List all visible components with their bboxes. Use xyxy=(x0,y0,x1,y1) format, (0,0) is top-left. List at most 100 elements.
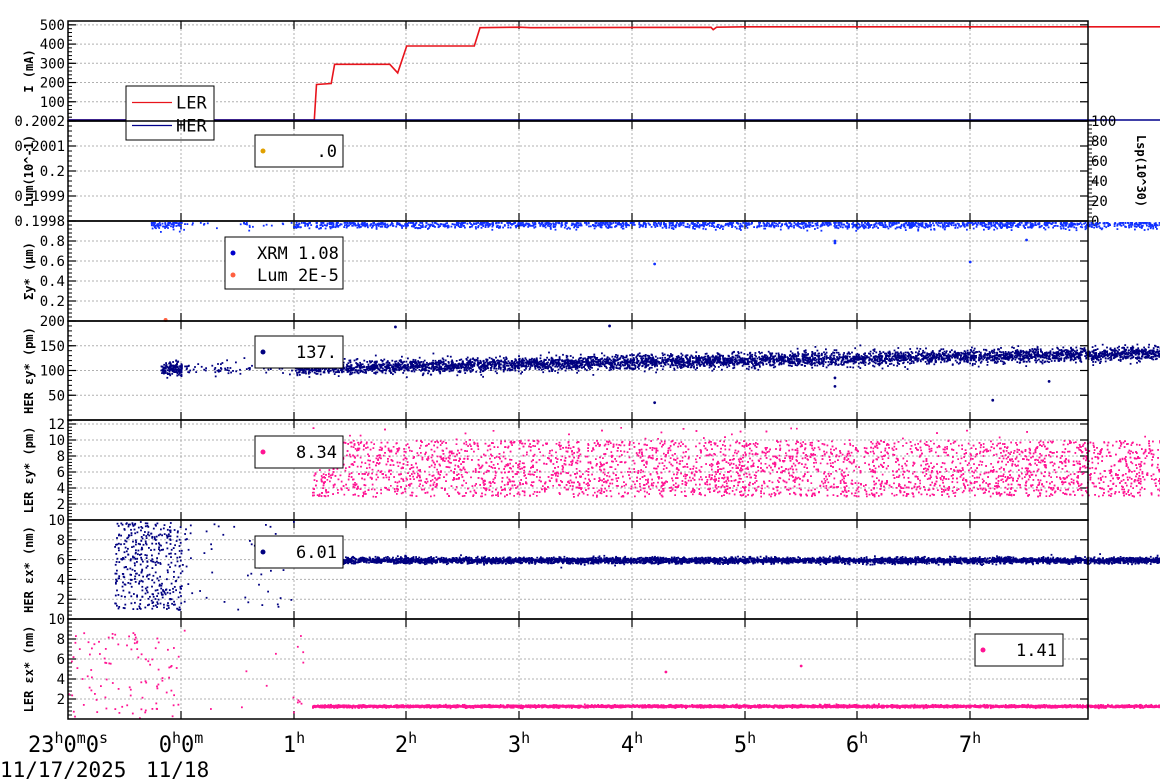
data-point xyxy=(728,223,730,225)
data-point xyxy=(859,345,861,347)
data-point xyxy=(309,372,311,374)
data-point xyxy=(664,357,666,359)
panel-frame xyxy=(68,21,1088,121)
data-point xyxy=(788,226,790,228)
data-point xyxy=(495,368,497,370)
legend: .0 xyxy=(255,135,343,167)
data-point xyxy=(897,347,899,349)
data-point xyxy=(1155,224,1157,226)
data-point xyxy=(802,223,804,225)
data-point xyxy=(1071,226,1073,228)
data-point xyxy=(588,226,590,228)
data-point xyxy=(1132,347,1134,349)
data-point xyxy=(1121,225,1123,227)
data-point xyxy=(1138,360,1140,362)
y-tick-label: 0.2 xyxy=(40,164,65,180)
data-point xyxy=(915,351,917,353)
data-point xyxy=(773,367,775,369)
data-point xyxy=(504,365,506,367)
data-point xyxy=(1081,224,1083,226)
data-point xyxy=(966,224,968,226)
data-point xyxy=(421,222,423,224)
data-point xyxy=(938,222,940,224)
data-point xyxy=(1001,226,1003,228)
data-point xyxy=(1072,224,1074,226)
data-point xyxy=(828,222,830,224)
data-point xyxy=(1147,229,1149,231)
data-point xyxy=(957,227,959,229)
data-point xyxy=(653,263,656,266)
data-point xyxy=(1035,362,1037,364)
data-point xyxy=(167,227,169,229)
data-point xyxy=(1123,355,1125,357)
data-point xyxy=(879,351,881,353)
data-point xyxy=(575,225,577,227)
legend: XRM 1.08Lum 2E-5 xyxy=(225,237,343,289)
data-point xyxy=(1000,360,1002,362)
y-tick-label: 100 xyxy=(40,95,65,111)
data-point xyxy=(805,223,807,225)
data-point xyxy=(638,360,640,362)
data-point xyxy=(905,229,907,231)
data-point xyxy=(770,358,772,360)
data-point xyxy=(425,222,427,224)
y-tick-label: 0.2 xyxy=(40,294,65,310)
data-point xyxy=(450,370,452,372)
data-point xyxy=(518,355,520,357)
legend-marker xyxy=(231,273,236,278)
data-point xyxy=(604,355,606,357)
data-point xyxy=(1099,227,1101,229)
data-point xyxy=(905,352,907,354)
data-point xyxy=(329,226,331,228)
data-point xyxy=(473,222,475,224)
data-point xyxy=(573,227,575,229)
data-point xyxy=(578,222,580,224)
data-point xyxy=(912,222,914,224)
data-point xyxy=(412,222,414,224)
data-point xyxy=(822,365,824,367)
data-point xyxy=(935,222,937,224)
data-point xyxy=(656,365,658,367)
data-point xyxy=(1152,226,1154,228)
data-point xyxy=(1030,226,1032,228)
data-point xyxy=(974,348,976,350)
data-point xyxy=(249,226,251,228)
data-point xyxy=(251,365,253,367)
data-point xyxy=(297,374,299,376)
data-point xyxy=(1075,354,1077,356)
data-point xyxy=(817,350,819,352)
data-point xyxy=(804,365,806,367)
data-point xyxy=(622,356,624,358)
data-point xyxy=(1137,347,1139,349)
data-point xyxy=(952,222,954,224)
data-point xyxy=(167,369,169,371)
data-point xyxy=(815,346,817,348)
legend-label: Lum 2E-5 xyxy=(257,266,339,286)
data-point xyxy=(169,222,171,224)
data-point xyxy=(562,354,564,356)
data-point xyxy=(978,351,980,353)
data-point xyxy=(740,352,742,354)
data-point xyxy=(816,365,818,367)
data-point xyxy=(999,225,1001,227)
data-point xyxy=(890,226,892,228)
data-point xyxy=(403,225,405,227)
data-point xyxy=(834,225,836,227)
data-point xyxy=(995,222,997,224)
data-point xyxy=(466,359,468,361)
y-axis-label: Σy* (μm) xyxy=(22,242,36,300)
data-point xyxy=(642,226,644,228)
data-point xyxy=(891,363,893,365)
data-point xyxy=(304,223,306,225)
data-point xyxy=(876,358,878,360)
data-point xyxy=(1125,222,1127,224)
data-point xyxy=(635,365,637,367)
data-point xyxy=(588,222,590,224)
data-point xyxy=(456,224,458,226)
data-point xyxy=(809,222,811,224)
data-point xyxy=(853,363,855,365)
data-point xyxy=(911,360,913,362)
data-point xyxy=(971,347,973,349)
data-point xyxy=(757,369,759,371)
data-point xyxy=(754,354,756,356)
